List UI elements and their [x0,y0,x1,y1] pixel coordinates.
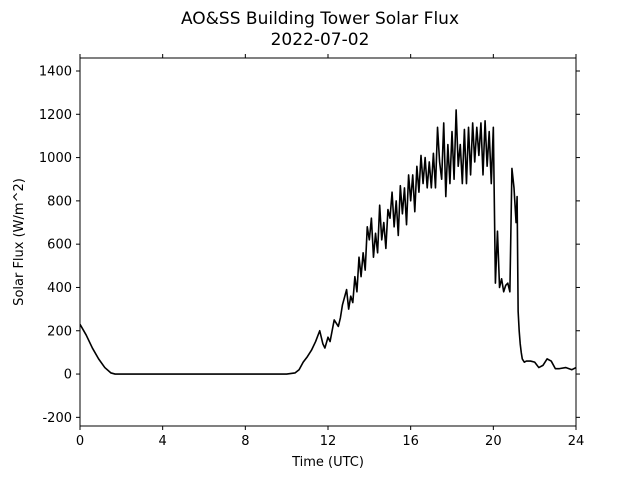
x-tick-label: 12 [320,434,337,449]
series-line-solar-flux [80,109,576,375]
x-tick-label: 16 [402,434,419,449]
y-tick-label: 400 [47,281,72,296]
x-tick-label: 20 [485,434,502,449]
y-tick-label: 200 [47,324,72,339]
y-tick-label: -200 [42,411,72,426]
chart-title: AO&SS Building Tower Solar Flux [181,9,459,29]
y-tick-label: 1200 [39,108,72,123]
y-axis-label: Solar Flux (W/m^2) [12,178,27,306]
y-tick-label: 800 [47,194,72,209]
y-tick-label: 600 [47,238,72,253]
chart-subtitle: 2022-07-02 [271,30,370,50]
y-axis-ticks: -200 0 200 400 600 800 1000 1200 1400 [39,64,580,426]
x-tick-label: 0 [76,434,84,449]
y-tick-label: 0 [64,368,72,383]
x-tick-label: 4 [159,434,167,449]
x-axis-ticks: 0 4 8 12 16 20 24 [76,54,584,449]
x-tick-label: 24 [568,434,585,449]
x-tick-label: 8 [241,434,249,449]
y-tick-label: 1000 [39,151,72,166]
x-axis-label: Time (UTC) [291,455,364,470]
y-tick-label: 1400 [39,64,72,79]
plot-frame [79,57,577,427]
